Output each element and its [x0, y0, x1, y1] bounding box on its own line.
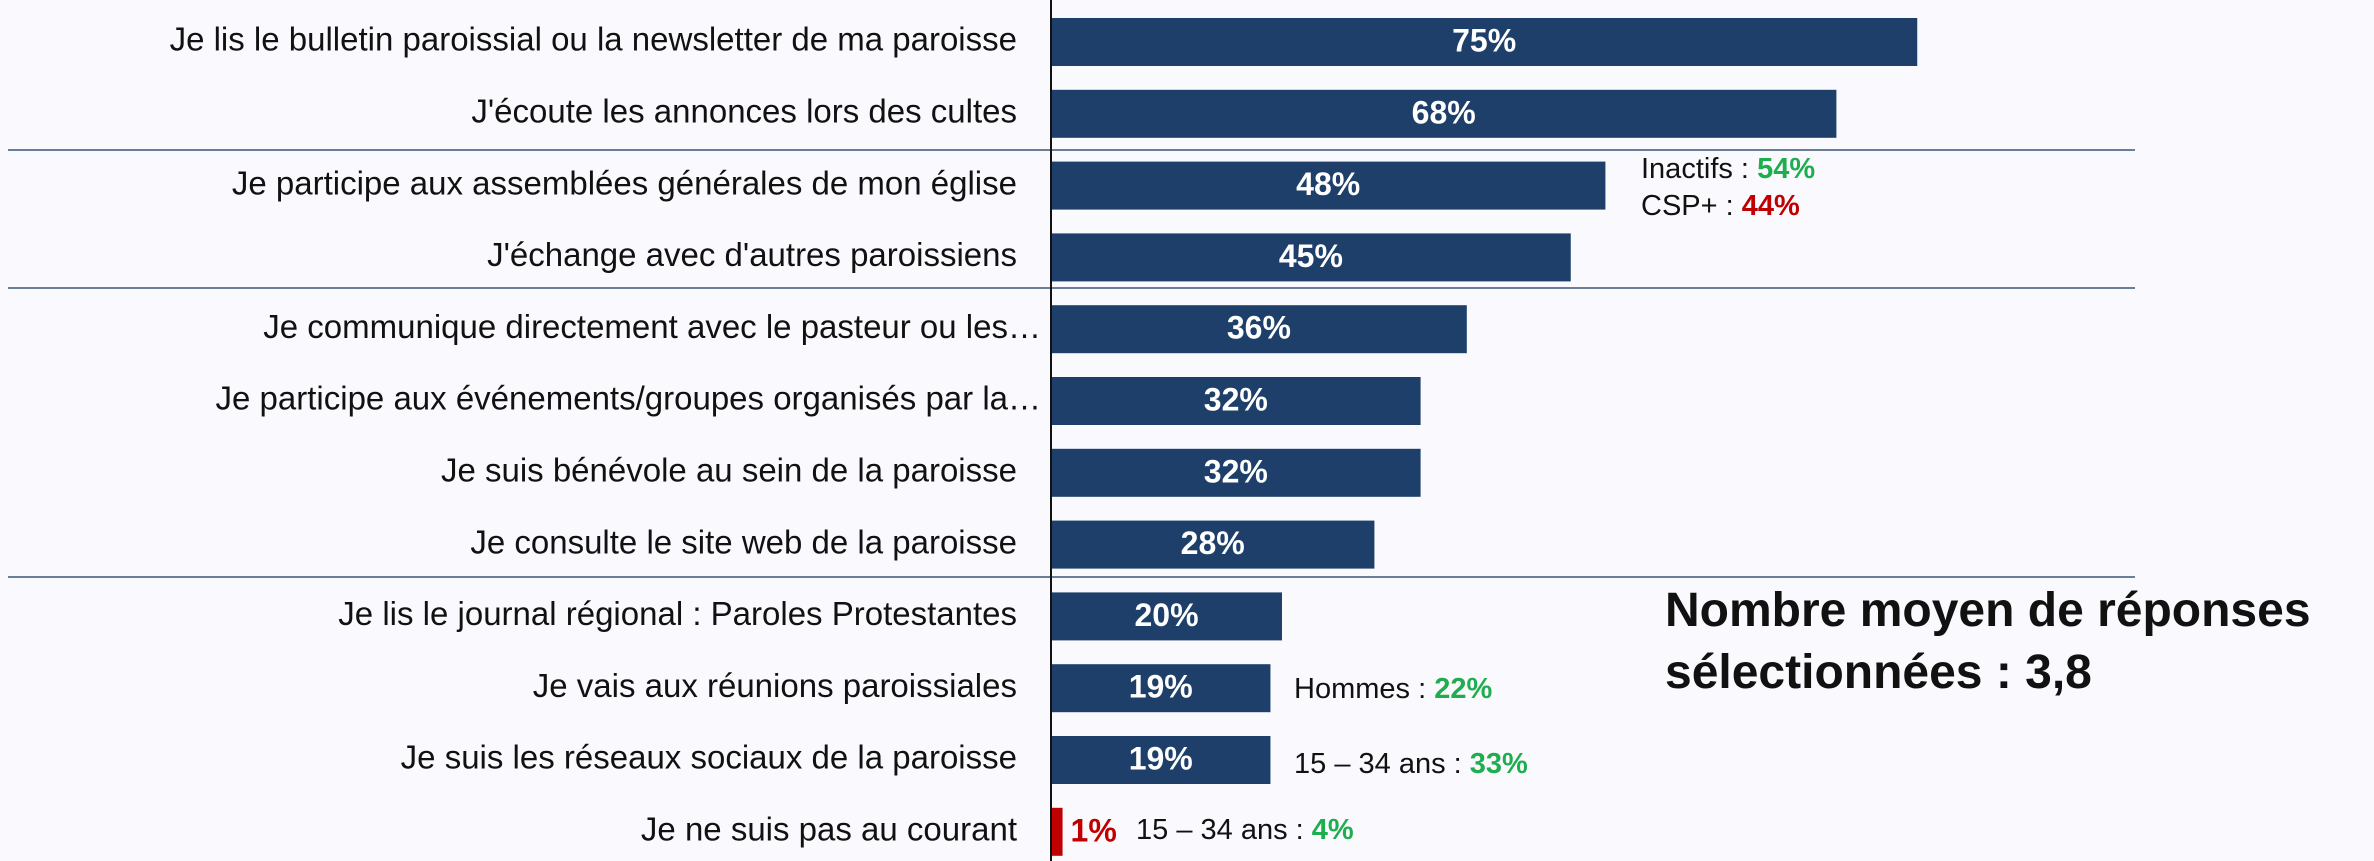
- bar: [1051, 664, 1271, 713]
- annotation-value: 54%: [1757, 153, 1815, 185]
- value-label: 32%: [1204, 381, 1268, 417]
- bar: [1051, 592, 1282, 641]
- annotation: 15 – 34 ans : 4%: [1136, 814, 1354, 846]
- category-label: Je participe aux assemblées générales de…: [232, 164, 1017, 201]
- category-label: J'échange avec d'autres paroissiens: [487, 236, 1017, 273]
- value-label: 75%: [1452, 22, 1516, 58]
- annotation-value: 33%: [1470, 748, 1528, 780]
- category-label: Je communique directement avec le pasteu…: [263, 308, 1041, 345]
- note: Nombre moyen de réponses sélectionnées :…: [1665, 584, 2311, 699]
- bar: [1051, 18, 1918, 66]
- value-label: 68%: [1412, 94, 1476, 130]
- value-label: 36%: [1227, 310, 1291, 346]
- category-label: Je lis le journal régional : Paroles Pro…: [338, 595, 1017, 632]
- annotation: Inactifs : 54%: [1641, 153, 1815, 185]
- value-label: 28%: [1181, 525, 1245, 561]
- category-label: Je ne suis pas au courant: [641, 811, 1017, 848]
- annotation-value: 44%: [1742, 190, 1800, 222]
- value-label: 19%: [1129, 669, 1193, 705]
- bar: [1051, 736, 1271, 784]
- bar: [1051, 89, 1837, 138]
- bar: [1051, 520, 1375, 569]
- value-label: 19%: [1129, 740, 1193, 776]
- annotation-text: 15 – 34 ans :: [1294, 748, 1462, 780]
- category-label: J'écoute les annonces lors des cultes: [471, 93, 1017, 130]
- value-label: 20%: [1134, 597, 1198, 633]
- category-label: Je lis le bulletin paroissial ou la news…: [170, 21, 1017, 58]
- annotation-text: Inactifs :: [1641, 153, 1749, 185]
- value-label: 32%: [1204, 453, 1268, 489]
- annotation: Hommes : 22%: [1294, 673, 1492, 705]
- category-label: Je participe aux événements/groupes orga…: [216, 380, 1041, 417]
- bar: [1051, 233, 1571, 282]
- bar: [1051, 161, 1606, 210]
- value-label: 1%: [1071, 812, 1117, 848]
- annotation: CSP+ : 44%: [1641, 190, 1800, 222]
- annotation: 15 – 34 ans : 33%: [1294, 748, 1528, 780]
- value-label: 45%: [1279, 238, 1343, 274]
- annotation-text: 15 – 34 ans :: [1136, 814, 1304, 846]
- bar: [1051, 448, 1421, 497]
- category-label: Je vais aux réunions paroissiales: [533, 667, 1017, 704]
- annotation-text: Hommes :: [1294, 673, 1426, 705]
- annotation-value: 4%: [1312, 814, 1354, 846]
- annotation-value: 22%: [1434, 673, 1492, 705]
- category-label: Je consulte le site web de la paroisse: [470, 523, 1017, 560]
- bar: [1051, 377, 1421, 425]
- value-label: 48%: [1296, 166, 1360, 202]
- category-label: Je suis les réseaux sociaux de la parois…: [401, 739, 1017, 776]
- bar: [1051, 807, 1063, 856]
- annotation-text: CSP+ :: [1641, 190, 1734, 222]
- bar: [1051, 305, 1467, 354]
- category-label: Je suis bénévole au sein de la paroisse: [441, 452, 1017, 489]
